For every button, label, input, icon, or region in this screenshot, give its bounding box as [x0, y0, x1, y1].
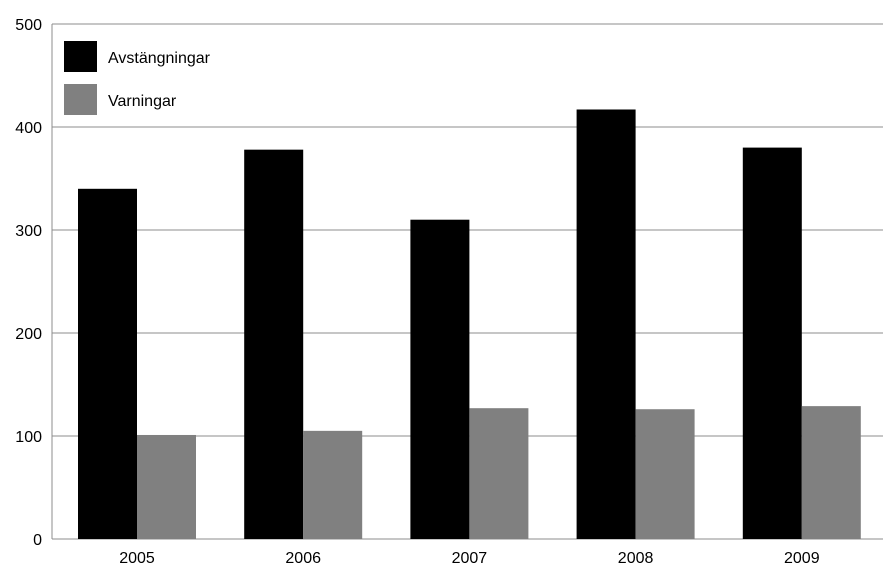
x-tick-label: 2008: [618, 550, 654, 567]
bar-avstangningar-2009: [742, 147, 802, 539]
bar-varningar-2009: [801, 406, 861, 539]
y-tick-label: 300: [15, 223, 42, 240]
y-tick-label: 400: [15, 120, 42, 137]
bar-avstangningar-2007: [410, 219, 470, 539]
y-tick-label: 200: [15, 326, 42, 343]
x-tick-label: 2006: [285, 550, 321, 567]
legend: Avstängningar Varningar: [64, 41, 211, 115]
bar-varningar-2007: [469, 408, 529, 539]
legend-swatch-0: [64, 41, 97, 72]
bar-avstangningar-2008: [576, 109, 636, 540]
bar-varningar-2008: [635, 409, 695, 539]
bar-avstangningar-2005: [78, 188, 137, 540]
legend-swatch-1: [64, 84, 97, 115]
x-tick-label: 2009: [784, 550, 820, 567]
bars: [78, 109, 861, 540]
bar-varningar-2005: [137, 434, 196, 539]
legend-label: Varningar: [108, 93, 177, 110]
axes: 0 100 200 300 400 500 2005 2006 2007 2008 2009: [15, 17, 819, 567]
bar-avstangningar-2006: [244, 149, 304, 539]
y-tick-label: 0: [33, 532, 42, 549]
y-tick-label: 100: [15, 429, 42, 446]
x-tick-label: 2007: [452, 550, 488, 567]
y-tick-label: 500: [15, 17, 42, 34]
legend-label: Avstängningar: [108, 50, 211, 67]
bar-varningar-2006: [303, 430, 363, 539]
x-tick-label: 2005: [119, 550, 155, 567]
